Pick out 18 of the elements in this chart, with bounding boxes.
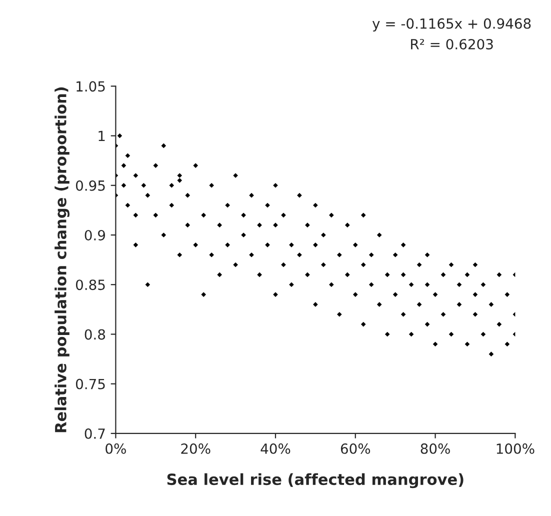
- y-tick-label: 0.7: [84, 428, 105, 439]
- x-tick-label: 60%: [340, 443, 370, 454]
- x-axis-title: Sea level rise (affected mangrove): [167, 473, 464, 488]
- x-tick-label: 20%: [181, 443, 210, 454]
- y-tick-label: 1: [98, 130, 105, 142]
- text: R² = 0.6203: [411, 38, 493, 50]
- y-tick-label: 0.75: [76, 378, 105, 390]
- y-tick-label: 0.85: [76, 280, 105, 290]
- y-axis-title: Relative population change (proportion): [54, 87, 70, 432]
- y-tick-label: 0.8: [84, 329, 106, 340]
- x-tick-label: 100%: [496, 443, 534, 454]
- x-tick-label: 0%: [106, 443, 126, 454]
- y-tick-label: 0.95: [76, 180, 105, 191]
- x-tick-label: 40%: [260, 443, 290, 454]
- y-tick-label: 1.05: [76, 81, 105, 92]
- y-tick-label: 0.9: [84, 230, 106, 240]
- x-tick-label: 80%: [420, 443, 450, 454]
- text: y = -0.1165x + 0.9468: [372, 18, 531, 32]
